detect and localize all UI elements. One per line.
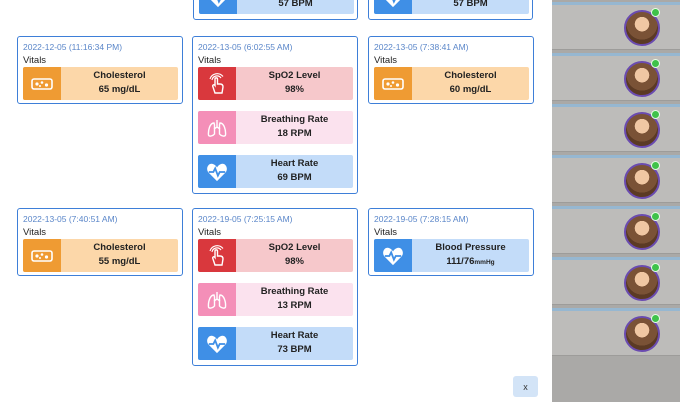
cholesterol-icon (23, 67, 61, 100)
card-timestamp: 2022-19-05 (7:25:15 AM) (198, 214, 293, 224)
vital-breathing-rate: Breathing Rate 13 RPM (198, 283, 353, 316)
vitals-card: 57 BPM (193, 0, 358, 20)
vitals-card[interactable]: 2022-19-05 (7:25:15 AM) Vitals SpO2 Leve… (192, 208, 358, 366)
card-timestamp: 2022-13-05 (6:02:55 AM) (198, 42, 293, 52)
vital-heart-rate: Heart Rate 73 BPM (198, 327, 353, 360)
vital-heart-rate: 57 BPM (199, 0, 354, 14)
vital-value: 69 BPM (236, 172, 353, 183)
vital-name: SpO2 Level (236, 242, 353, 253)
vital-name: Cholesterol (61, 242, 178, 253)
card-timestamp: 2022-13-05 (7:38:41 AM) (374, 42, 469, 52)
heart-pulse-icon (374, 239, 412, 272)
heart-pulse-icon (198, 155, 236, 188)
card-category: Vitals (374, 55, 397, 66)
vital-value: 13 RPM (236, 300, 353, 311)
card-category: Vitals (23, 55, 46, 66)
contact-row[interactable] (552, 2, 680, 50)
card-timestamp: 2022-13-05 (7:40:51 AM) (23, 214, 118, 224)
vital-value: 98% (236, 256, 353, 267)
card-timestamp: 2022-19-05 (7:28:15 AM) (374, 214, 469, 224)
online-status-icon (651, 314, 660, 323)
vital-value-row: 111/76mmHg (412, 256, 529, 267)
lungs-icon (198, 283, 236, 316)
lungs-icon (198, 111, 236, 144)
card-category: Vitals (23, 227, 46, 238)
online-status-icon (651, 263, 660, 272)
cholesterol-icon (23, 239, 61, 272)
vital-value: 111/76 (446, 256, 474, 267)
contact-row[interactable] (552, 53, 680, 101)
vital-value: 18 RPM (236, 128, 353, 139)
close-button[interactable]: x (513, 376, 538, 397)
vitals-card[interactable]: 2022-19-05 (7:28:15 AM) Vitals Blood Pre… (368, 208, 534, 276)
contact-row[interactable] (552, 206, 680, 254)
vital-name: Blood Pressure (412, 242, 529, 253)
finger-touch-icon (198, 67, 236, 100)
online-status-icon (651, 59, 660, 68)
vital-cholesterol: Cholesterol 55 mg/dL (23, 239, 178, 272)
contact-row[interactable] (552, 257, 680, 305)
vital-value: 55 mg/dL (61, 256, 178, 267)
vital-heart-rate: Heart Rate 69 BPM (198, 155, 353, 188)
vital-name: Cholesterol (61, 70, 178, 81)
vital-name: Cholesterol (412, 70, 529, 81)
vitals-card[interactable]: 2022-13-05 (7:38:41 AM) Vitals Cholester… (368, 36, 534, 104)
vitals-card[interactable]: 2022-13-05 (6:02:55 AM) Vitals SpO2 Leve… (192, 36, 358, 194)
vital-value: 60 mg/dL (412, 84, 529, 95)
vital-value: 57 BPM (412, 0, 529, 9)
vital-cholesterol: Cholesterol 65 mg/dL (23, 67, 178, 100)
vital-name: Breathing Rate (236, 286, 353, 297)
vital-spo2: SpO2 Level 98% (198, 239, 353, 272)
cholesterol-icon (374, 67, 412, 100)
online-status-icon (651, 8, 660, 17)
vitals-card[interactable]: 2022-13-05 (7:40:51 AM) Vitals Cholester… (17, 208, 183, 276)
heart-pulse-icon (198, 327, 236, 360)
finger-touch-icon (198, 239, 236, 272)
card-category: Vitals (198, 227, 221, 238)
vital-cholesterol: Cholesterol 60 mg/dL (374, 67, 529, 100)
vital-breathing-rate: Breathing Rate 18 RPM (198, 111, 353, 144)
card-category: Vitals (198, 55, 221, 66)
online-status-icon (651, 212, 660, 221)
online-status-icon (651, 110, 660, 119)
vital-name: SpO2 Level (236, 70, 353, 81)
vital-value: 57 BPM (237, 0, 354, 9)
vital-heart-rate: 57 BPM (374, 0, 529, 14)
contact-row[interactable] (552, 104, 680, 152)
vital-name: Breathing Rate (236, 114, 353, 125)
contact-row[interactable] (552, 308, 680, 356)
card-timestamp: 2022-12-05 (11:16:34 PM) (23, 42, 122, 52)
vital-name: Heart Rate (236, 158, 353, 169)
vital-name: Heart Rate (236, 330, 353, 341)
vital-value: 98% (236, 84, 353, 95)
contact-row[interactable] (552, 155, 680, 203)
contact-list-panel (552, 0, 680, 402)
vitals-card: 57 BPM (368, 0, 533, 20)
vital-value: 73 BPM (236, 344, 353, 355)
vital-spo2: SpO2 Level 98% (198, 67, 353, 100)
card-category: Vitals (374, 227, 397, 238)
heart-pulse-icon (374, 0, 412, 14)
heart-pulse-icon (199, 0, 237, 14)
vital-unit: mmHg (474, 259, 494, 266)
vital-value: 65 mg/dL (61, 84, 178, 95)
vital-blood-pressure: Blood Pressure 111/76mmHg (374, 239, 529, 272)
online-status-icon (651, 161, 660, 170)
vitals-card[interactable]: 2022-12-05 (11:16:34 PM) Vitals Choleste… (17, 36, 183, 104)
